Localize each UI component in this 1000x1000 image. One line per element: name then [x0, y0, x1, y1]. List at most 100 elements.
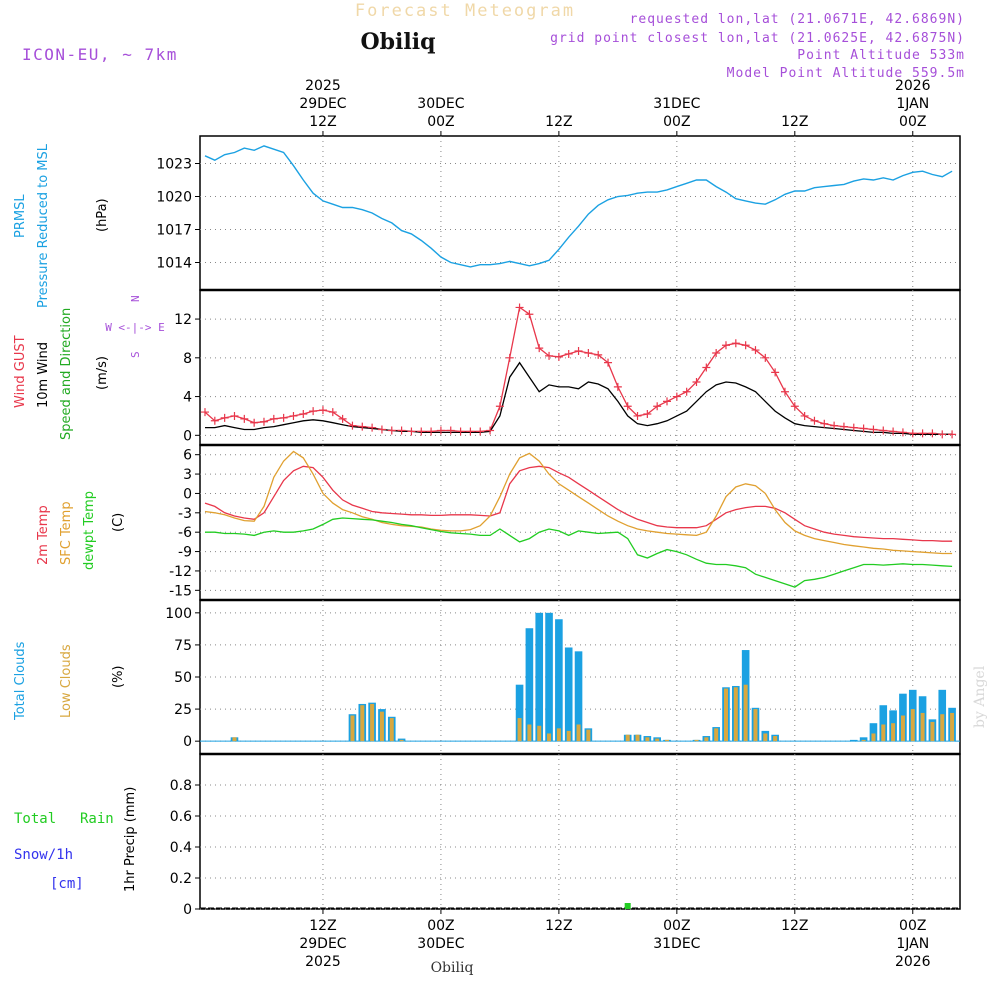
- pressure-msl-label: Pressure Reduced to MSL: [36, 143, 51, 308]
- top-time-label: 00Z: [663, 114, 690, 130]
- footer-station: Obiliq: [431, 960, 474, 976]
- gust-marker: [466, 427, 475, 436]
- temp-dewpt-label: dewpt Temp: [82, 491, 97, 570]
- total-cloud-bar: [869, 723, 878, 742]
- model-altitude: Model Point Altitude 559.5m: [727, 66, 965, 81]
- low-cloud-bar: [773, 736, 778, 742]
- total-cloud-bar: [564, 647, 573, 742]
- total-cloud-bar: [525, 628, 534, 742]
- gust-marker: [672, 392, 681, 401]
- total-cloud-bar: [397, 738, 406, 742]
- gust-marker: [348, 421, 357, 430]
- low-cloud-bar: [694, 739, 699, 742]
- gust-marker: [269, 414, 278, 423]
- top-time-label: 31DEC: [653, 96, 700, 112]
- gust-marker: [299, 410, 308, 418]
- gust-marker: [446, 426, 455, 435]
- gust-marker: [761, 353, 770, 362]
- low-cloud-bar: [537, 725, 542, 742]
- gust-marker: [210, 416, 219, 425]
- gust-marker: [879, 426, 888, 435]
- total-cloud-bar: [535, 612, 544, 742]
- bottom-time-label: 00Z: [899, 918, 926, 934]
- total-clouds-label: Total Clouds: [13, 641, 28, 721]
- y-tick-label: 1017: [156, 223, 192, 239]
- compass-we: W <-|-> E: [105, 321, 165, 334]
- gust-marker: [751, 346, 760, 355]
- low-cloud-bar: [379, 711, 384, 742]
- y-tick-label: 3: [183, 467, 192, 483]
- total-cloud-bar: [859, 737, 868, 742]
- total-cloud-bar: [515, 684, 524, 742]
- y-tick-label: -15: [169, 583, 192, 599]
- gust-marker: [771, 368, 780, 377]
- gust-marker: [741, 341, 750, 350]
- gust-marker: [633, 411, 642, 420]
- gust-marker: [240, 414, 249, 423]
- low-cloud-bar: [900, 715, 905, 742]
- top-time-label: 2026: [895, 78, 931, 94]
- gust-marker: [898, 428, 907, 437]
- y-tick-label: 0: [183, 902, 192, 918]
- gust-marker: [476, 427, 485, 436]
- gust-marker: [613, 382, 622, 391]
- temp-unit-label: (C): [111, 513, 126, 532]
- y-tick-label: 4: [183, 390, 192, 406]
- grid-lines: [200, 136, 960, 910]
- precip-panel: 0 0.2 0.4 0.6 0.8: [170, 778, 960, 918]
- low-cloud-bar: [723, 688, 728, 742]
- rain-label: Rain: [80, 811, 114, 827]
- low-clouds-label: Low Clouds: [59, 644, 74, 718]
- gust-marker: [584, 348, 593, 357]
- y-tick-label: 0.8: [170, 778, 192, 794]
- compass-s: S: [129, 351, 142, 358]
- y-tick-label: 100: [165, 606, 192, 622]
- gust-marker: [387, 426, 396, 435]
- gust-marker: [938, 430, 947, 439]
- model-label: ICON-EU, ~ 7km: [22, 45, 178, 64]
- low-cloud-bar: [891, 723, 896, 742]
- top-time-label: 29DEC: [299, 96, 346, 112]
- precip-unit-label: 1hr Precip (mm): [123, 787, 138, 892]
- low-cloud-bar: [861, 739, 866, 742]
- gust-marker: [810, 416, 819, 425]
- gust-marker: [800, 411, 809, 420]
- gust-marker: [525, 310, 534, 319]
- gust-marker: [682, 387, 691, 396]
- y-tick-label: 1014: [156, 256, 192, 272]
- top-time-label: 1JAN: [896, 96, 929, 112]
- gust-marker: [486, 426, 495, 435]
- gust-marker: [849, 423, 858, 432]
- gust-marker: [780, 387, 789, 396]
- low-cloud-bar: [556, 728, 561, 742]
- chart-title: Forecast Meteogram: [355, 1, 575, 21]
- gust-marker: [505, 353, 514, 362]
- gust-marker: [594, 350, 603, 359]
- low-cloud-bar: [753, 709, 758, 742]
- gust-marker: [663, 397, 672, 406]
- pressure-labels: PRMSL Pressure Reduced to MSL (hPa): [13, 143, 110, 308]
- gust-marker: [407, 427, 416, 436]
- wind-speed-dir-label: Speed and Direction: [59, 308, 74, 440]
- bottom-time-label: 00Z: [663, 918, 690, 934]
- top-time-label: 00Z: [427, 114, 454, 130]
- low-cloud-bar: [370, 703, 375, 742]
- gust-marker: [574, 347, 583, 356]
- low-cloud-bar: [527, 724, 532, 742]
- top-time-label: 2025: [305, 78, 341, 94]
- y-tick-label: 0.6: [170, 809, 192, 825]
- low-cloud-bar: [399, 739, 404, 742]
- low-cloud-bar: [704, 737, 709, 742]
- cloud-unit-label: (%): [111, 666, 126, 689]
- gust-marker: [289, 411, 298, 420]
- pressure-panel: 1014 1017 1020 1023: [156, 145, 953, 272]
- gust-line: [204, 306, 953, 435]
- prmsl-label: PRMSL: [13, 194, 28, 238]
- gust-marker: [692, 378, 701, 387]
- gust-marker: [564, 349, 573, 358]
- y-tick-label: 0.4: [170, 840, 192, 856]
- top-time-label: 30DEC: [417, 96, 464, 112]
- y-tick-label: 0.2: [170, 871, 192, 887]
- gust-marker: [259, 417, 268, 426]
